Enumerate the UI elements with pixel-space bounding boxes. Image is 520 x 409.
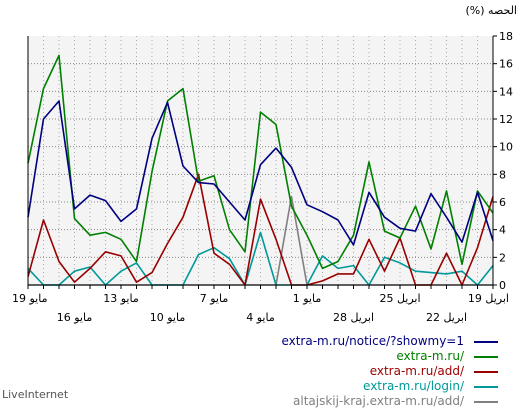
legend-label-2: extra-m.ru/add/ (369, 364, 464, 378)
legend-swatch-0 (474, 341, 498, 343)
legend-label-4: altajskij-kraj.extra-m.ru/add/ (293, 394, 464, 408)
series-line-1 (27, 54, 494, 270)
x-tick-label-6: 13 مايو (103, 292, 139, 305)
y-tick-label-7: 14 (499, 85, 513, 98)
x-tick-label-24: 25 ابريل (379, 292, 420, 305)
x-tick-label-21: 28 ابريل (333, 311, 374, 324)
legend-item-4: altajskij-kraj.extra-m.ru/add/ (198, 394, 498, 409)
x-tick-label-9: 10 مايو (150, 311, 186, 324)
x-tick-label-18: 1 مايو (293, 292, 322, 305)
y-axis-label: (%) الحصه (466, 4, 518, 17)
legend-swatch-3 (474, 386, 498, 388)
legend-item-0: extra-m.ru/notice/?showmy=1 (198, 334, 498, 349)
y-tick-labels: 0 2 4 6 8 10 12 14 16 18 (493, 30, 513, 292)
y-tick-label-2: 4 (499, 224, 506, 237)
y-tick-label-0: 0 (499, 279, 506, 292)
x-tick-labels: 19 مايو 13 مايو 7 مايو 1 مايو 25 ابريل 19 ابر… (12, 285, 509, 324)
y-tick-label-5: 10 (499, 141, 513, 154)
legend-swatch-2 (474, 371, 498, 373)
legend-item-3: extra-m.ru/login/ (198, 379, 498, 394)
x-tick-label-15: 4 مايو (246, 311, 275, 324)
x-tick-label-30: 19 ابريل (468, 292, 509, 305)
y-tick-label-8: 16 (499, 58, 513, 71)
y-tick-label-4: 8 (499, 168, 506, 181)
y-tick-label-6: 12 (499, 113, 513, 126)
legend-label-3: extra-m.ru/login/ (363, 379, 464, 393)
gridlines (27, 36, 494, 285)
y-tick-label-3: 6 (499, 196, 506, 209)
legend-label-0: extra-m.ru/notice/?showmy=1 (281, 334, 464, 348)
x-tick-label-0: 19 مايو (12, 292, 48, 305)
brand-label: LiveInternet (2, 388, 69, 401)
y-tick-label-9: 18 (499, 30, 513, 43)
legend-swatch-1 (474, 356, 498, 358)
series-line-0 (27, 100, 494, 246)
legend-swatch-4 (474, 401, 498, 403)
y-tick-label-1: 2 (499, 251, 506, 264)
x-tick-label-12: 7 مايو (200, 292, 229, 305)
legend-item-1: extra-m.ru/ (198, 349, 498, 364)
x-tick-label-3: 16 مايو (57, 311, 93, 324)
legend-item-2: extra-m.ru/add/ (198, 364, 498, 379)
x-tick-label-27: 22 ابريل (426, 311, 467, 324)
legend-label-1: extra-m.ru/ (396, 349, 464, 363)
legend: extra-m.ru/notice/?showmy=1 extra-m.ru/ex… (198, 334, 498, 409)
